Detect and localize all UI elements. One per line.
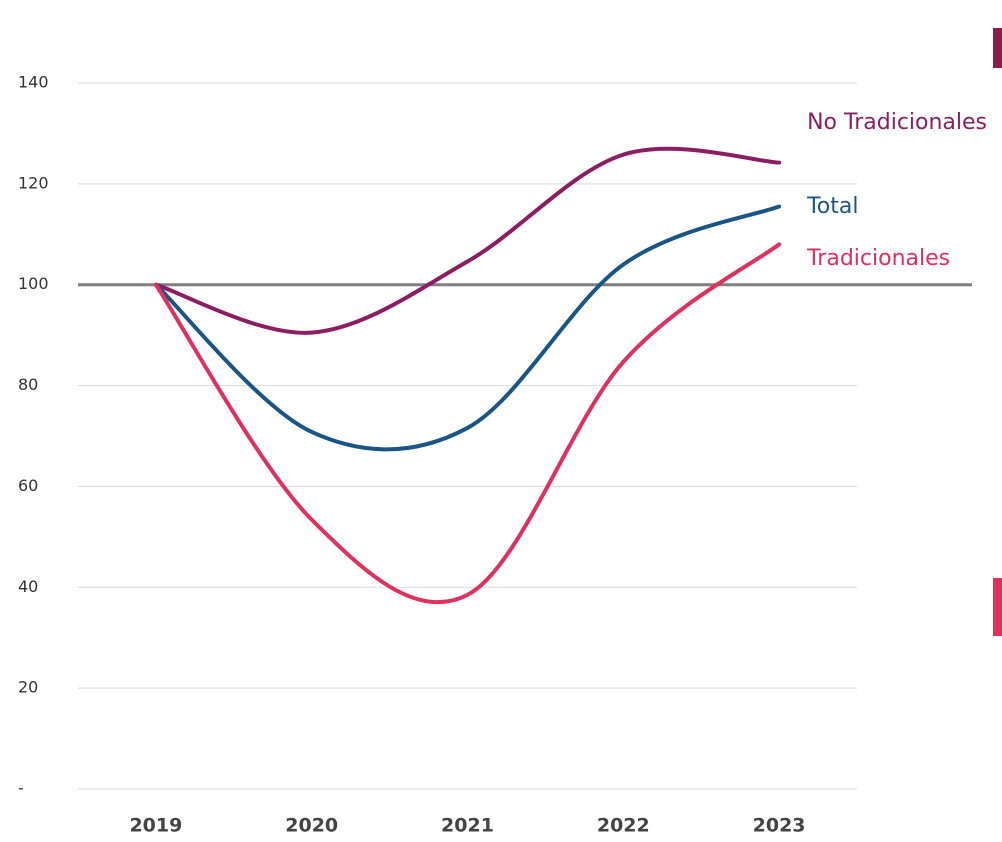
series-line bbox=[153, 146, 782, 335]
x-tick-label: 2020 bbox=[285, 815, 338, 837]
y-tick-label: 20 bbox=[18, 678, 38, 697]
y-tick-label: 80 bbox=[18, 375, 38, 394]
x-tick-label: 2021 bbox=[441, 815, 494, 837]
x-tick-label: 2023 bbox=[753, 815, 806, 837]
y-tick-label: 60 bbox=[18, 476, 38, 495]
series-label: No Tradicionales bbox=[807, 109, 988, 135]
y-tick-label: - bbox=[18, 779, 24, 798]
series-label: Total bbox=[807, 193, 859, 219]
x-tick-label: 2022 bbox=[597, 815, 650, 837]
series-line bbox=[153, 242, 782, 605]
x-tick-label: 2019 bbox=[129, 815, 182, 837]
decor-block bbox=[993, 28, 1002, 68]
y-tick-label: 140 bbox=[18, 73, 49, 92]
decor-block bbox=[993, 578, 1002, 636]
y-tick-label: 100 bbox=[18, 274, 49, 293]
y-tick-label: 120 bbox=[18, 173, 49, 192]
series-line bbox=[153, 204, 782, 452]
y-tick-label: 40 bbox=[18, 577, 38, 596]
series-label: Tradicionales bbox=[807, 246, 951, 272]
